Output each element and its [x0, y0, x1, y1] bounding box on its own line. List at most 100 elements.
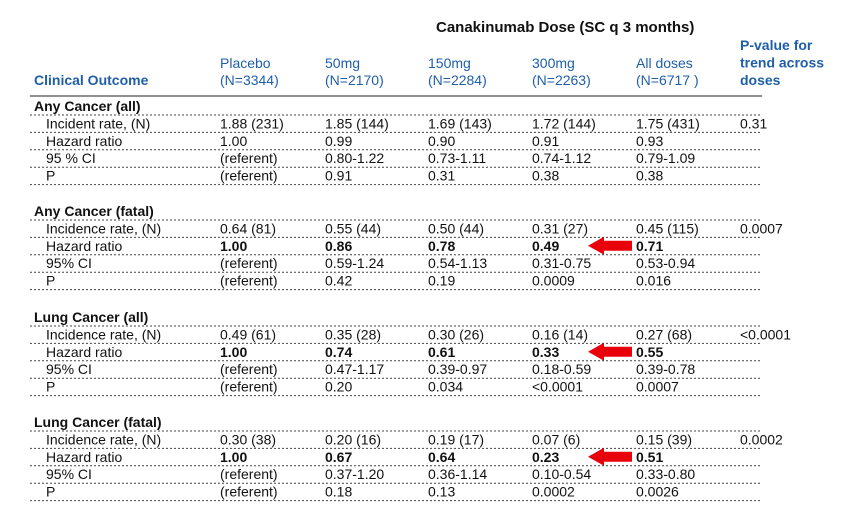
red-arrow: [588, 447, 632, 466]
row-label: Incident rate, (N): [46, 115, 150, 131]
cell: 0.78: [428, 238, 455, 254]
cell: 0.20: [325, 379, 352, 395]
cell: (referent): [220, 484, 278, 500]
cell: (referent): [220, 168, 278, 184]
cell: 0.39-0.78: [636, 361, 695, 377]
row-label: Hazard ratio: [46, 238, 122, 254]
row-label: Hazard ratio: [46, 449, 122, 465]
cell: 1.72 (144): [532, 115, 596, 131]
cell: 0.50 (44): [428, 220, 484, 236]
cell: (referent): [220, 273, 278, 289]
p-trend-header: trend across: [740, 55, 824, 71]
cell: 0.99: [325, 133, 352, 149]
cell: (referent): [220, 379, 278, 395]
section-title: Lung Cancer (fatal): [34, 414, 162, 430]
cell: 0.31 (27): [532, 220, 588, 236]
section-title: Lung Cancer (all): [34, 309, 148, 325]
p-trend: 0.31: [740, 115, 767, 131]
cell: 0.0002: [532, 484, 575, 500]
cell: 0.73-1.11: [428, 150, 486, 166]
row-label: Incidence rate, (N): [46, 326, 161, 342]
cell: 0.49 (61): [220, 326, 276, 342]
cell: 0.33: [532, 344, 559, 360]
cell: 0.38: [636, 168, 663, 184]
column-name: Placebo: [220, 55, 271, 71]
cell: 0.18-0.59: [532, 361, 591, 377]
cell: 0.86: [325, 238, 352, 254]
column-n: (N=2170): [325, 72, 384, 88]
section-title: Any Cancer (all): [34, 98, 141, 114]
cell: (referent): [220, 150, 278, 166]
cell: 0.19 (17): [428, 431, 484, 447]
cell: 0.59-1.24: [325, 255, 384, 271]
cell: 1.88 (231): [220, 115, 284, 131]
cell: 0.51: [636, 449, 663, 465]
cell: 0.93: [636, 133, 663, 149]
cell: 0.15 (39): [636, 431, 692, 447]
cell: 0.30 (38): [220, 431, 276, 447]
cell: 0.49: [532, 238, 559, 254]
cell: 1.00: [220, 133, 247, 149]
red-arrow: [588, 236, 632, 255]
cell: 0.53-0.94: [636, 255, 695, 271]
cell: 1.00: [220, 238, 247, 254]
row-label: P: [46, 379, 55, 395]
cell: (referent): [220, 466, 278, 482]
cell: 0.55: [636, 344, 663, 360]
row-label: Hazard ratio: [46, 133, 122, 149]
cell: 0.38: [532, 168, 559, 184]
cell: 0.23: [532, 449, 559, 465]
cell: 0.0026: [636, 484, 679, 500]
cell: 0.31: [428, 168, 455, 184]
row-label: 95% CI: [46, 255, 92, 271]
cell: 0.034: [428, 379, 463, 395]
cell: <0.0001: [532, 379, 583, 395]
cell: 0.91: [532, 133, 559, 149]
p-trend: 0.0007: [740, 220, 783, 236]
table-title: Canakinumab Dose (SC q 3 months): [436, 19, 694, 36]
column-name: 150mg: [428, 55, 471, 71]
row-label: 95% CI: [46, 361, 92, 377]
cell: 1.00: [220, 449, 247, 465]
cell: 0.74: [325, 344, 352, 360]
cell: 0.33-0.80: [636, 466, 695, 482]
cell: 0.39-0.97: [428, 361, 487, 377]
cell: 0.71: [636, 238, 663, 254]
cell: 0.18: [325, 484, 352, 500]
row-label: P: [46, 484, 55, 500]
column-n: (N=3344): [220, 72, 279, 88]
cell: 1.00: [220, 344, 247, 360]
cell: 0.74-1.12: [532, 150, 591, 166]
cell: 0.27 (68): [636, 326, 692, 342]
cell: 0.07 (6): [532, 431, 580, 447]
cell: 0.16 (14): [532, 326, 588, 342]
cell: 0.54-1.13: [428, 255, 487, 271]
red-arrow: [588, 342, 632, 361]
row-label: Incidence rate, (N): [46, 220, 161, 236]
row-label: Incidence rate, (N): [46, 431, 161, 447]
column-name: 300mg: [532, 55, 575, 71]
p-trend-header: P-value for: [740, 37, 813, 53]
row-label: P: [46, 273, 55, 289]
cell: 0.80-1.22: [325, 150, 384, 166]
cell: (referent): [220, 361, 278, 377]
row-label: 95% CI: [46, 466, 92, 482]
cell: 0.31-0.75: [532, 255, 591, 271]
cell: (referent): [220, 255, 278, 271]
section-title: Any Cancer (fatal): [34, 203, 154, 219]
p-trend-header: doses: [740, 72, 781, 88]
p-trend: 0.0002: [740, 431, 783, 447]
column-n: (N=2263): [532, 72, 591, 88]
cell: 1.69 (143): [428, 115, 492, 131]
column-n: (N=2284): [428, 72, 487, 88]
cell: 0.13: [428, 484, 455, 500]
cell: 0.90: [428, 133, 455, 149]
cell: 0.64: [428, 449, 455, 465]
cell: 0.67: [325, 449, 352, 465]
column-name: 50mg: [325, 55, 360, 71]
cell: 0.0007: [636, 379, 679, 395]
cell: 0.55 (44): [325, 220, 381, 236]
column-n: (N=6717 ): [636, 72, 699, 88]
cell: 0.0009: [532, 273, 575, 289]
